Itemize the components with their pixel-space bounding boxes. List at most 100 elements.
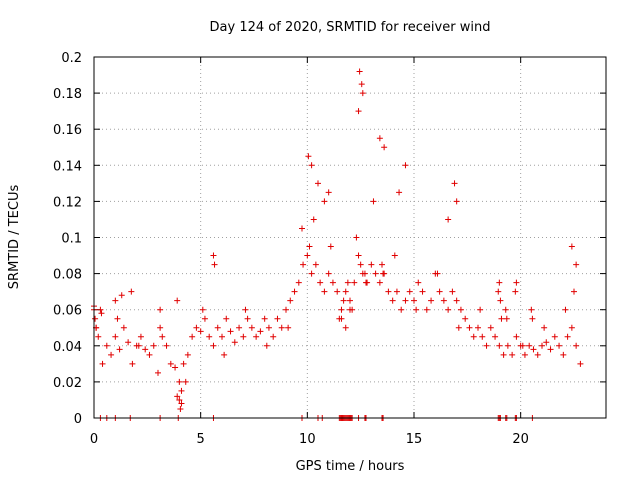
data-point <box>396 189 403 196</box>
data-point <box>338 306 345 313</box>
axis-ticks: 0 0.02 0.04 0.06 0.08 0.1 0.12 0.14 0.16 0.18 0.2 0… <box>53 51 606 447</box>
chart-title: Day 124 of 2020, SRMTID for receiver win… <box>210 20 491 35</box>
data-point <box>355 252 362 259</box>
data-point <box>135 342 142 349</box>
data-point <box>475 324 481 331</box>
data-point <box>172 364 179 371</box>
data-point <box>562 306 569 313</box>
data-point <box>184 351 191 358</box>
y-tick-label: 0.16 <box>53 123 82 138</box>
data-point <box>415 279 422 286</box>
data-point <box>176 396 183 403</box>
data-point <box>381 144 388 151</box>
data-point <box>358 81 365 88</box>
data-point <box>391 252 398 259</box>
data-point <box>479 333 486 340</box>
data-point <box>295 279 302 286</box>
data-point <box>495 288 502 295</box>
y-tick-label: 0.1 <box>61 232 82 247</box>
data-point <box>344 279 351 286</box>
data-point <box>285 324 292 331</box>
data-point <box>451 180 458 187</box>
data-point <box>453 297 460 304</box>
data-point <box>189 333 196 340</box>
data-point <box>312 261 319 268</box>
data-point <box>261 315 268 322</box>
data-point <box>577 360 584 367</box>
data-point <box>336 315 343 322</box>
data-point <box>305 153 312 160</box>
data-point <box>513 279 520 286</box>
data-point <box>411 297 417 304</box>
data-point <box>310 216 317 223</box>
data-point <box>492 333 499 340</box>
data-point <box>353 234 360 241</box>
data-point <box>483 342 490 349</box>
data-point <box>434 270 441 277</box>
data-point <box>128 288 135 295</box>
data-point <box>321 198 328 205</box>
data-point <box>571 288 577 295</box>
data-point <box>257 328 264 335</box>
data-point <box>283 306 289 313</box>
data-point <box>103 342 110 349</box>
data-point <box>231 339 238 346</box>
data-point <box>118 292 125 299</box>
y-tick-label: 0 <box>74 412 82 427</box>
data-point <box>534 351 541 358</box>
data-point <box>223 315 230 322</box>
data-point <box>116 346 123 353</box>
data-point <box>342 288 349 295</box>
data-point <box>178 400 185 407</box>
data-point <box>240 333 247 340</box>
data-point <box>370 198 377 205</box>
data-point <box>568 324 575 331</box>
data-point <box>263 342 270 349</box>
data-point <box>221 351 228 358</box>
data-point <box>402 162 409 169</box>
data-point <box>376 279 383 286</box>
data-point <box>526 342 533 349</box>
data-point <box>530 346 537 353</box>
data-point <box>334 288 341 295</box>
data-point <box>325 189 332 196</box>
data-point <box>406 288 413 295</box>
data-point <box>176 378 183 385</box>
data-point <box>178 387 185 394</box>
data-point <box>146 351 153 358</box>
data-point <box>197 328 204 335</box>
data-point <box>253 333 260 340</box>
data-point <box>402 297 409 304</box>
data-point <box>453 198 460 205</box>
data-point <box>389 297 396 304</box>
data-point <box>573 261 580 268</box>
data-point <box>236 324 243 331</box>
data-point <box>521 351 528 358</box>
data-point <box>308 270 315 277</box>
plot-frame <box>93 56 607 419</box>
y-tick-label: 0.18 <box>53 87 82 102</box>
data-point <box>142 346 149 353</box>
y-tick-label: 0.02 <box>53 376 82 391</box>
data-point <box>551 333 558 340</box>
data-point <box>376 135 383 142</box>
data-point <box>317 279 324 286</box>
data-point <box>199 306 206 313</box>
data-point <box>125 339 132 346</box>
data-point <box>368 261 375 268</box>
data-point <box>155 369 161 376</box>
data-point <box>487 324 494 331</box>
data-point <box>440 297 447 304</box>
data-point <box>347 297 353 304</box>
data-point <box>502 306 509 313</box>
data-point <box>413 306 420 313</box>
data-point <box>308 162 315 169</box>
data-point <box>423 306 430 313</box>
y-tick-label: 0.04 <box>53 340 82 355</box>
data-point <box>497 297 504 304</box>
data-point <box>274 315 281 322</box>
data-point <box>455 324 462 331</box>
data-point <box>428 297 435 304</box>
data-point <box>477 306 484 313</box>
